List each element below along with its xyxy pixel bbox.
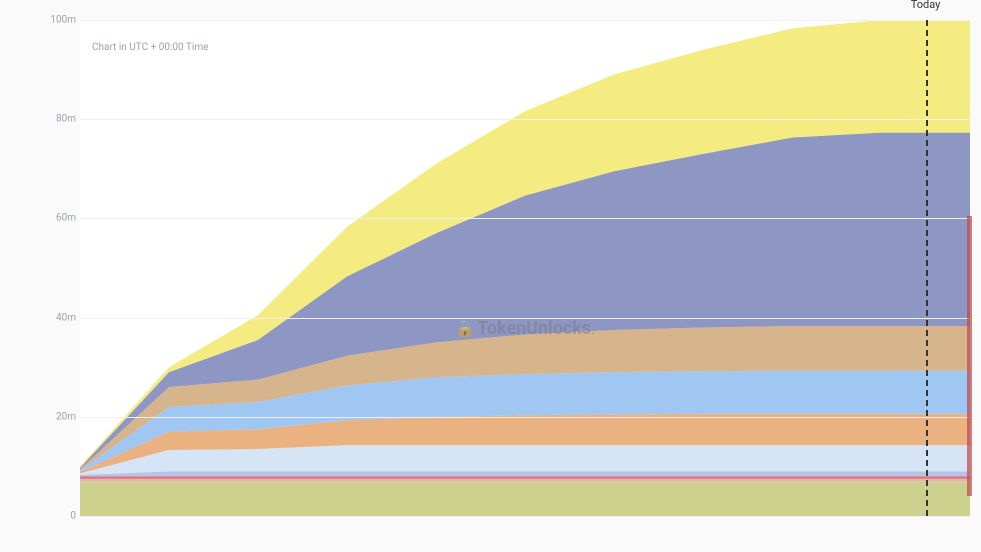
chart-container: Chart in UTC + 00:00 Time 🔒TokenUnlocks․…: [48, 6, 972, 546]
today-label: Today: [911, 0, 941, 11]
timezone-note: Chart in UTC + 00:00 Time: [92, 42, 208, 53]
area-svg: [80, 20, 970, 516]
y-tick-label: 100m: [48, 15, 76, 26]
y-tick-label: 40m: [48, 312, 76, 323]
y-tick-label: 80m: [48, 114, 76, 125]
gridline: [80, 119, 970, 120]
gridline: [80, 516, 970, 517]
right-red-bar: [967, 216, 972, 496]
area-layer-pink: [80, 479, 970, 481]
today-line: [926, 20, 928, 516]
y-tick-label: 0: [48, 511, 76, 522]
gridline: [80, 318, 970, 319]
y-tick-label: 20m: [48, 411, 76, 422]
area-layer-olive: [80, 481, 970, 516]
area-layer-lavender: [80, 471, 970, 476]
plot-area: Chart in UTC + 00:00 Time 🔒TokenUnlocks․: [80, 20, 970, 516]
area-layer-red: [80, 476, 970, 478]
y-tick-label: 60m: [48, 213, 76, 224]
gridline: [80, 218, 970, 219]
gridline: [80, 417, 970, 418]
gridline: [80, 20, 970, 21]
